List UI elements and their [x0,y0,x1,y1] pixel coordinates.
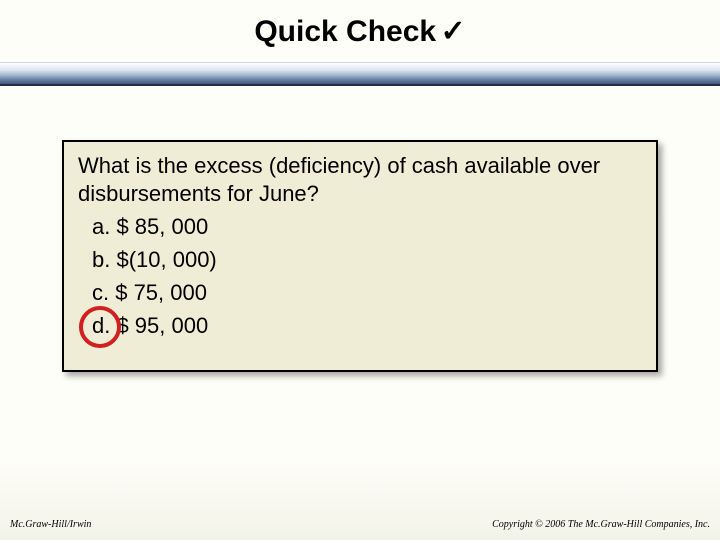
title-area: Quick Check ✓ [0,0,720,49]
option-c: c. $ 75, 000 [92,276,642,309]
question-box: What is the excess (deficiency) of cash … [62,140,658,372]
correct-answer-circle [79,306,121,348]
check-icon: ✓ [441,15,466,48]
options-list: a. $ 85, 000 b. $(10, 000) c. $ 75, 000 … [78,210,642,342]
option-b: b. $(10, 000) [92,243,642,276]
option-d: d. $ 95, 000 [92,309,642,342]
option-a: a. $ 85, 000 [92,210,642,243]
footer-left: Mc.Graw-Hill/Irwin [10,519,91,530]
question-text: What is the excess (deficiency) of cash … [78,152,642,208]
page-title: Quick Check [254,15,436,49]
footer-right: Copyright © 2006 The Mc.Graw-Hill Compan… [492,519,710,530]
decorative-bar [0,62,720,84]
